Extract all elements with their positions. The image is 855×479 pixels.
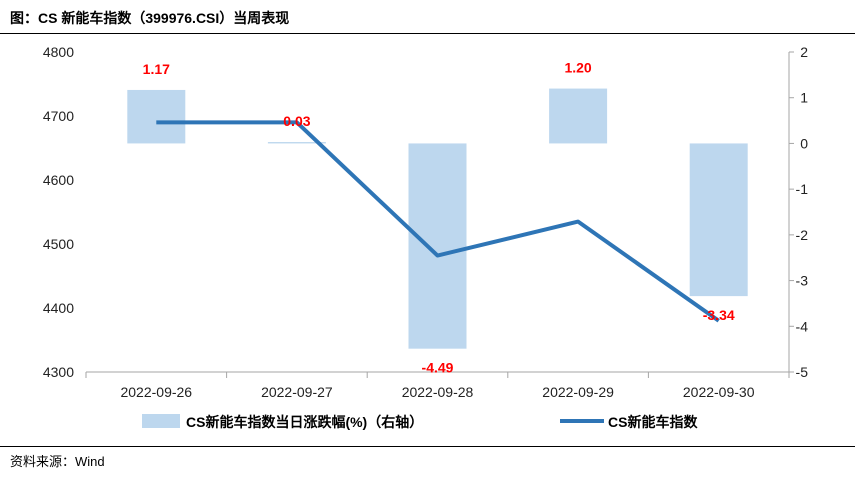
data-labels: 1.17 0.03 -4.49 1.20 -3.34 (143, 60, 735, 376)
axes (85, 51, 794, 378)
left-tick-label-2: 4500 (43, 236, 74, 252)
data-label-2: -4.49 (422, 360, 454, 376)
left-tick-label-0: 4300 (43, 364, 74, 380)
x-tick-label-2: 2022-09-28 (402, 384, 474, 400)
x-tick-label-4: 2022-09-30 (683, 384, 755, 400)
bar-1 (267, 142, 326, 144)
legend: CS新能车指数当日涨跌幅(%)（右轴） CS新能车指数 (142, 414, 698, 430)
bottom-divider (0, 446, 855, 447)
index-line (156, 120, 720, 323)
x-tick-label-0: 2022-09-26 (120, 384, 192, 400)
data-label-1: 0.03 (283, 113, 310, 129)
right-tick-label-2: -3 (796, 273, 809, 289)
x-tick-label-3: 2022-09-29 (542, 384, 614, 400)
bar-2 (408, 143, 467, 349)
right-tick-label-3: -2 (796, 227, 809, 243)
bar-3 (549, 88, 608, 144)
source-note: 资料来源：Wind (10, 454, 105, 469)
data-label-0: 1.17 (143, 61, 170, 77)
legend-bar-swatch (142, 414, 180, 428)
right-tick-label-5: 0 (800, 135, 808, 151)
legend-line-label: CS新能车指数 (608, 414, 698, 430)
bar-4 (689, 143, 748, 297)
data-label-4: -3.34 (703, 307, 735, 323)
left-tick-label-4: 4700 (43, 108, 74, 124)
line-series (156, 120, 720, 323)
right-tick-label-7: 2 (800, 44, 808, 60)
left-axis-ticks: 4300 4400 4500 4600 4700 4800 (43, 44, 74, 380)
left-tick-label-1: 4400 (43, 300, 74, 316)
top-divider (0, 33, 855, 34)
left-tick-label-3: 4600 (43, 172, 74, 188)
chart-title: 图：CS 新能车指数（399976.CSI）当周表现 (10, 10, 290, 26)
legend-bar-label: CS新能车指数当日涨跌幅(%)（右轴） (186, 414, 423, 430)
x-axis-ticks: 2022-09-26 2022-09-27 2022-09-28 2022-09-29… (120, 384, 754, 400)
x-tick-label-1: 2022-09-27 (261, 384, 333, 400)
bar-series (127, 88, 748, 349)
right-tick-label-1: -4 (796, 318, 809, 334)
data-label-3: 1.20 (564, 60, 591, 76)
right-tick-label-4: -1 (796, 181, 809, 197)
right-axis-ticks: -5 -4 -3 -2 -1 0 1 2 (796, 44, 809, 380)
right-tick-label-0: -5 (796, 364, 809, 380)
bar-0 (127, 89, 186, 144)
left-tick-label-5: 4800 (43, 44, 74, 60)
right-tick-label-6: 1 (800, 90, 808, 106)
